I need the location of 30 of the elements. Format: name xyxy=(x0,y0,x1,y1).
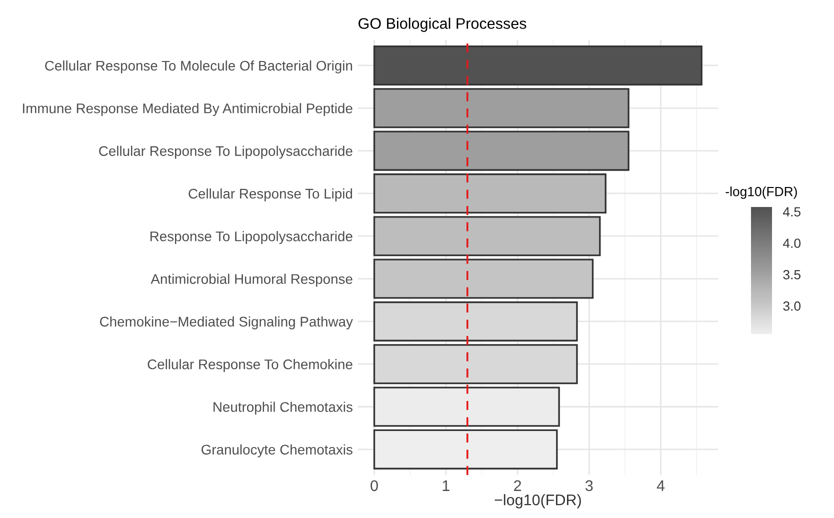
y-tick-label: Chemokine−Mediated Signaling Pathway xyxy=(100,316,353,330)
color-bar-label: 3.0 xyxy=(783,301,801,311)
y-tick-label: Cellular Response To Lipid xyxy=(188,188,352,202)
x-axis-title: −log10(FDR) xyxy=(494,494,581,508)
y-tick-label: Antimicrobial Humoral Response xyxy=(150,274,352,287)
bar xyxy=(373,301,578,342)
x-tick-label: 3 xyxy=(585,480,593,492)
bar xyxy=(373,258,594,299)
bar xyxy=(373,344,578,384)
chart-title: GO Biological Processes xyxy=(358,18,526,32)
color-bar-label: 4.0 xyxy=(783,238,801,248)
bar xyxy=(373,130,630,171)
bar xyxy=(373,88,630,128)
bar xyxy=(373,173,606,214)
y-tick-label: Granulocyte Chemotaxis xyxy=(202,444,352,458)
color-bar-title: -log10(FDR) xyxy=(726,186,797,199)
y-tick-label: Neutrophil Chemotaxis xyxy=(214,402,352,415)
y-tick-label: Cellular Response To Lipopolysaccharide xyxy=(99,146,352,159)
color-bar-label: 3.5 xyxy=(783,270,800,280)
bar xyxy=(373,45,702,86)
x-tick-label: 2 xyxy=(514,480,521,491)
bar xyxy=(373,216,601,256)
y-tick-label: Cellular Response To Molecule Of Bacterial Origin xyxy=(45,60,352,74)
x-tick-label: 1 xyxy=(442,480,450,491)
y-tick-label: Immune Response Mediated By Antimicrobial Peptide xyxy=(23,103,352,116)
x-tick-label: 0 xyxy=(370,480,378,492)
color-bar-label: 4.5 xyxy=(783,207,800,217)
y-tick-label: Response To Lipopolysaccharide xyxy=(150,231,352,244)
y-tick-label: Cellular Response To Chemokine xyxy=(148,359,352,372)
x-tick-label: 4 xyxy=(656,480,665,491)
